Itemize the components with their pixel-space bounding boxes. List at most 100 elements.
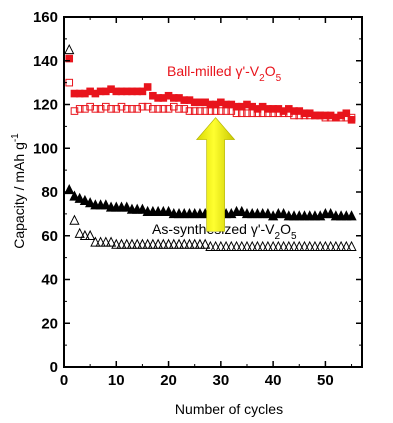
data-point bbox=[269, 109, 277, 118]
data-point bbox=[107, 105, 115, 113]
data-point bbox=[69, 190, 80, 201]
data-point bbox=[173, 238, 185, 249]
x-axis-title: Number of cycles bbox=[175, 401, 283, 417]
data-point bbox=[346, 240, 357, 251]
data-point bbox=[247, 240, 258, 251]
data-point bbox=[159, 105, 168, 113]
data-point bbox=[325, 208, 336, 219]
data-point bbox=[147, 238, 158, 249]
data-point bbox=[116, 238, 127, 249]
y-tick-label: 140 bbox=[33, 53, 58, 70]
data-point bbox=[180, 105, 189, 113]
data-point bbox=[95, 236, 106, 247]
data-point bbox=[300, 111, 309, 120]
y-tick-label: 20 bbox=[41, 315, 58, 332]
data-point bbox=[206, 107, 215, 115]
data-point bbox=[164, 105, 173, 113]
data-point bbox=[75, 105, 84, 113]
data-point bbox=[143, 102, 152, 111]
data-point bbox=[217, 107, 225, 115]
data-point bbox=[133, 105, 141, 113]
data-point bbox=[236, 205, 247, 216]
data-point bbox=[325, 240, 336, 251]
data-point bbox=[100, 236, 111, 247]
data-point bbox=[132, 238, 143, 249]
data-point bbox=[342, 113, 351, 122]
y-axis-title: Capacity / mAh g-1 bbox=[10, 133, 27, 249]
data-point bbox=[346, 210, 357, 221]
data-point bbox=[257, 240, 268, 251]
data-point bbox=[315, 240, 326, 251]
data-point bbox=[143, 83, 152, 91]
data-point bbox=[288, 240, 300, 251]
data-point bbox=[111, 238, 122, 249]
data-point bbox=[337, 113, 345, 122]
data-point bbox=[205, 240, 216, 251]
data-point bbox=[163, 238, 174, 249]
data-point bbox=[137, 203, 148, 214]
y-tick-label: 100 bbox=[33, 140, 58, 157]
data-point bbox=[154, 105, 162, 113]
data-point bbox=[283, 240, 294, 251]
improvement-arrow bbox=[195, 117, 236, 232]
data-point bbox=[222, 107, 230, 115]
data-point bbox=[220, 240, 232, 251]
data-point bbox=[122, 105, 131, 113]
y-tick-label: 60 bbox=[41, 228, 58, 245]
data-point bbox=[179, 238, 190, 249]
data-point bbox=[175, 105, 183, 113]
data-point bbox=[285, 109, 293, 118]
data-point bbox=[321, 113, 330, 122]
data-point bbox=[227, 107, 236, 115]
x-tick-label: 40 bbox=[265, 372, 282, 389]
data-point bbox=[196, 107, 204, 115]
data-point bbox=[74, 192, 85, 203]
data-point bbox=[65, 54, 74, 63]
data-series bbox=[64, 43, 357, 251]
data-point bbox=[138, 102, 147, 111]
data-point bbox=[273, 240, 284, 251]
x-tick-label: 20 bbox=[160, 372, 177, 389]
data-point bbox=[184, 238, 195, 249]
data-point bbox=[326, 113, 335, 122]
data-point bbox=[258, 109, 267, 118]
data-point bbox=[236, 240, 247, 251]
data-point bbox=[201, 107, 209, 115]
data-point bbox=[194, 238, 206, 249]
data-point bbox=[341, 240, 352, 251]
data-point bbox=[262, 240, 274, 251]
data-point bbox=[138, 87, 147, 96]
data-point bbox=[304, 240, 315, 251]
data-point bbox=[90, 236, 101, 247]
data-point bbox=[185, 107, 194, 115]
data-point bbox=[128, 105, 136, 113]
data-point bbox=[295, 111, 304, 120]
data-point bbox=[243, 109, 251, 118]
data-point bbox=[79, 229, 91, 240]
data-point bbox=[268, 240, 279, 251]
x-tick-label: 50 bbox=[317, 372, 334, 389]
data-point bbox=[69, 214, 80, 225]
y-tick-label: 0 bbox=[50, 359, 58, 376]
data-point bbox=[278, 240, 289, 251]
data-point bbox=[112, 105, 121, 113]
data-point bbox=[189, 238, 200, 249]
data-point bbox=[102, 102, 110, 111]
data-point bbox=[211, 107, 220, 115]
axes: 0 20 40 60 80 100 120 140 160 0 10 20 30 40 50 bbox=[33, 9, 363, 389]
data-point bbox=[190, 107, 199, 115]
data-point bbox=[81, 105, 89, 113]
data-point bbox=[311, 111, 319, 120]
data-point bbox=[305, 111, 314, 120]
data-point bbox=[168, 238, 179, 249]
data-point bbox=[126, 238, 138, 249]
data-point bbox=[200, 238, 211, 249]
arrow-shape bbox=[195, 117, 236, 232]
data-point bbox=[262, 208, 274, 219]
x-tick-label: 30 bbox=[212, 372, 229, 389]
data-point bbox=[85, 197, 96, 208]
data-point bbox=[121, 238, 132, 249]
data-point bbox=[231, 240, 242, 251]
data-point bbox=[91, 105, 100, 113]
data-point bbox=[290, 111, 298, 120]
